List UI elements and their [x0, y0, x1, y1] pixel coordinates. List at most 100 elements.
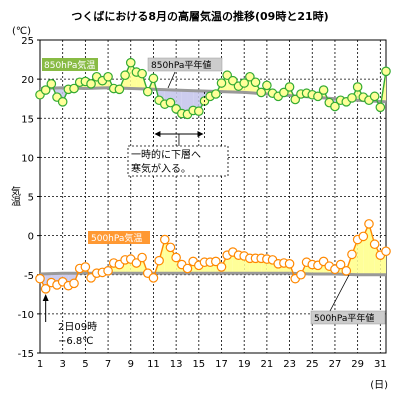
- point-500: [69, 278, 79, 289]
- point-500: [40, 284, 51, 294]
- x-tick-label: 1: [37, 359, 43, 370]
- label-500-box: [88, 231, 150, 244]
- bracket-arrow-right: [197, 131, 204, 137]
- cold-air-callout-line2: 寒気が入る。: [131, 162, 191, 175]
- point-850: [57, 97, 68, 107]
- x-tick-label: 31: [374, 359, 387, 370]
- point-500: [284, 258, 295, 269]
- anomaly-shading-850: [181, 90, 188, 115]
- point-850: [290, 94, 301, 105]
- point-500: [154, 255, 164, 266]
- point-850: [211, 89, 221, 99]
- x-tick-label: 15: [192, 359, 205, 370]
- y-tick-label: 0: [28, 232, 34, 243]
- label-850-box: [42, 58, 98, 71]
- point-850: [347, 93, 357, 103]
- point-500: [131, 258, 142, 268]
- x-tick-label: 23: [283, 359, 296, 370]
- point-850: [46, 79, 57, 89]
- y-tick-label: 20: [21, 75, 34, 86]
- point-500: [159, 234, 170, 245]
- anomaly-shading-500: [357, 236, 364, 275]
- point-850: [245, 71, 255, 82]
- point-500: [216, 262, 227, 272]
- cold-air-callout-box: [127, 145, 229, 177]
- normal-line-850: [39, 86, 387, 104]
- point-850: [369, 91, 380, 102]
- point-500: [296, 269, 306, 280]
- point-500: [148, 273, 159, 283]
- min-annotation-line1: 2日09時: [58, 321, 97, 333]
- point-850: [165, 97, 176, 108]
- x-tick-label: 11: [147, 359, 160, 370]
- label-850-normal-box: [147, 57, 223, 72]
- point-500: [364, 219, 374, 229]
- point-850: [381, 66, 391, 77]
- x-tick-label: 29: [351, 359, 364, 370]
- point-500: [211, 256, 221, 267]
- point-500: [381, 246, 391, 257]
- min-annotation-line2: −6.8℃: [58, 336, 94, 347]
- point-500: [369, 239, 380, 250]
- label-850-normal-text: 850hPa平年値: [151, 59, 211, 71]
- point-850: [148, 73, 159, 84]
- x-tick-label: 13: [170, 359, 183, 370]
- point-850: [352, 82, 363, 92]
- point-500: [165, 242, 176, 253]
- point-850: [103, 71, 113, 82]
- y-tick-label: -10: [18, 310, 34, 321]
- y-axis-label: 気温: [9, 185, 21, 206]
- y-tick-label: 5: [28, 193, 34, 204]
- bracket-arrow-left: [154, 131, 161, 137]
- point-850: [239, 78, 249, 88]
- point-850: [142, 86, 153, 97]
- label-850-normal-leader: [167, 71, 176, 89]
- point-850: [313, 91, 323, 102]
- chart-title: つくばにおける8月の高層気温の推移(09時と21時): [71, 9, 328, 23]
- anomaly-shading-500: [368, 223, 375, 275]
- label-500-normal-box: [310, 310, 386, 325]
- y-tick-label: 25: [21, 36, 34, 47]
- point-500: [347, 249, 357, 260]
- point-500: [171, 252, 181, 263]
- point-850: [284, 82, 295, 92]
- y-unit-label: (℃): [12, 26, 31, 37]
- point-850: [40, 85, 51, 95]
- point-850: [318, 85, 329, 95]
- point-500: [103, 266, 113, 276]
- point-500: [137, 252, 147, 263]
- point-850: [330, 101, 340, 112]
- x-tick-label: 27: [329, 359, 342, 370]
- point-500: [80, 262, 91, 272]
- point-850: [228, 75, 238, 86]
- point-850: [69, 83, 79, 94]
- x-tick-label: 5: [82, 359, 88, 370]
- point-850: [375, 102, 386, 113]
- min-arrow-head: [42, 294, 49, 301]
- point-500: [35, 273, 45, 284]
- x-tick-label: 25: [306, 359, 319, 370]
- point-850: [194, 106, 204, 117]
- point-850: [125, 57, 136, 68]
- point-850: [120, 70, 130, 81]
- label-500-normal-text: 500hPa平年値: [314, 312, 374, 324]
- y-tick-label: 10: [21, 153, 34, 164]
- point-850: [262, 80, 272, 91]
- y-tick-label: -15: [18, 349, 34, 360]
- label-500-text: 500hPa気温: [91, 232, 142, 244]
- x-tick-label: 7: [105, 359, 111, 370]
- point-850: [222, 70, 232, 81]
- point-500: [182, 263, 193, 274]
- label-500-normal-leader: [329, 274, 350, 312]
- x-tick-label: 19: [238, 359, 251, 370]
- anomaly-shading-500: [374, 244, 381, 275]
- point-850: [279, 87, 289, 98]
- x-unit-label: (日): [370, 380, 388, 391]
- cold-air-callout-line1: 一時的に下層へ: [131, 148, 201, 161]
- x-tick-label: 9: [128, 359, 134, 370]
- y-tick-label: 15: [21, 114, 34, 125]
- point-500: [358, 231, 369, 242]
- point-500: [341, 266, 352, 276]
